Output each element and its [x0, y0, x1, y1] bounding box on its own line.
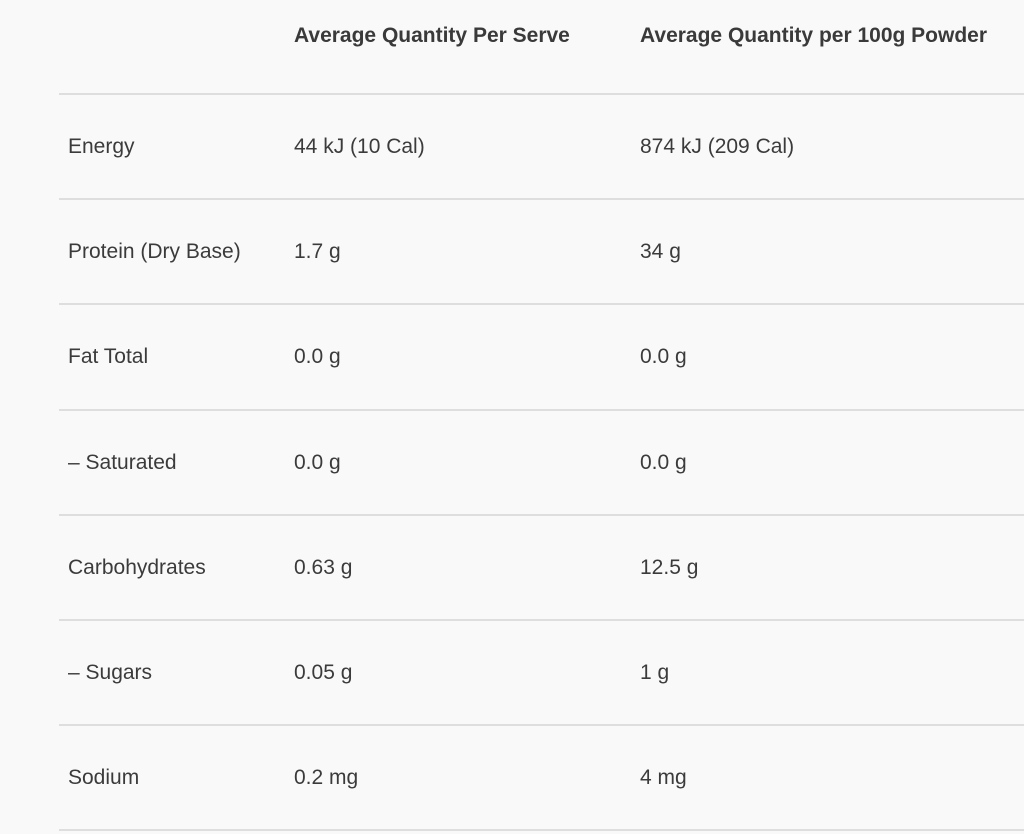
nutrient-name: Fat Total: [68, 345, 149, 369]
per-100g-value: 0.0 g: [640, 345, 687, 369]
table-header: Average Quantity Per Serve Average Quant…: [59, 0, 1024, 95]
header-per-100g: Average Quantity per 100g Powder: [640, 24, 988, 47]
per-serve-value: 0.0 g: [294, 345, 341, 369]
nutrient-name: – Sugars: [68, 660, 153, 684]
per-100g-value: 34 g: [640, 240, 681, 264]
nutrient-name: Sodium: [68, 766, 140, 790]
table-row: Protein (Dry Base) 1.7 g 34 g: [59, 200, 1024, 306]
table-row: – Sugars 0.05 g 1 g: [59, 621, 1024, 727]
nutrient-name: Carbohydrates: [68, 555, 206, 579]
per-serve-value: 0.2 mg: [294, 766, 359, 790]
per-100g-value: 4 mg: [640, 766, 687, 790]
per-serve-value: 44 kJ (10 Cal): [294, 135, 425, 158]
per-100g-value: 874 kJ (209 Cal): [640, 135, 795, 158]
per-serve-value: 0.63 g: [294, 555, 353, 579]
table-row: Fat Total 0.0 g 0.0 g: [59, 305, 1024, 411]
per-100g-value: 0.0 g: [640, 450, 687, 474]
nutrient-name: Energy: [68, 135, 135, 158]
per-serve-value: 0.0 g: [294, 450, 341, 474]
per-serve-value: 0.05 g: [294, 660, 353, 684]
nutrient-name: – Saturated: [68, 450, 177, 474]
header-per-serve: Average Quantity Per Serve: [294, 24, 570, 47]
table-row: Sodium 0.2 mg 4 mg: [59, 726, 1024, 832]
nutrient-name: Protein (Dry Base): [68, 240, 241, 264]
nutrition-table: Average Quantity Per Serve Average Quant…: [59, 0, 1024, 832]
per-100g-value: 12.5 g: [640, 555, 699, 579]
table-row: – Saturated 0.0 g 0.0 g: [59, 411, 1024, 516]
table-row: Energy 44 kJ (10 Cal) 874 kJ (209 Cal): [59, 95, 1024, 201]
per-serve-value: 1.7 g: [294, 240, 341, 264]
per-100g-value: 1 g: [640, 660, 670, 684]
table-row: Carbohydrates 0.63 g 12.5 g: [59, 516, 1024, 621]
